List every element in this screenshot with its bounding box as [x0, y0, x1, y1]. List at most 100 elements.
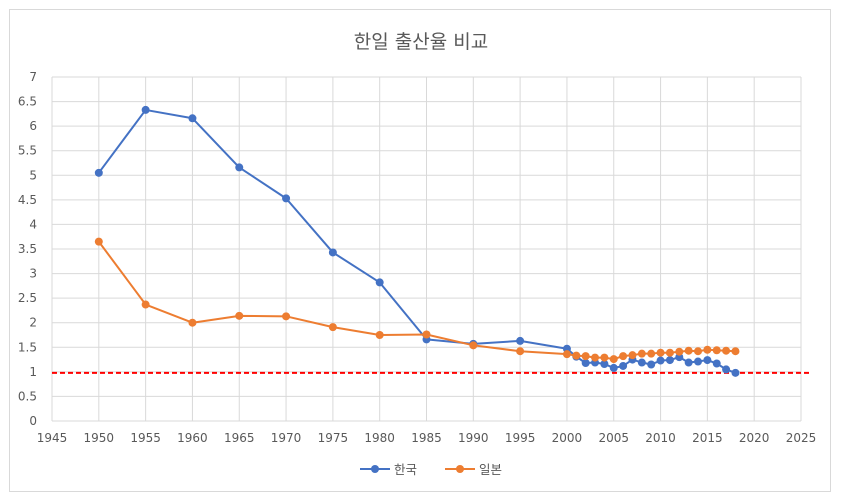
- data-point: [656, 356, 665, 365]
- data-point: [647, 360, 656, 369]
- data-point: [703, 345, 712, 354]
- x-tick-label: 1965: [224, 431, 255, 445]
- data-point: [375, 331, 384, 339]
- data-point: [600, 353, 609, 362]
- data-point: [141, 300, 150, 309]
- legend-marker: [371, 465, 379, 473]
- data-point: [422, 330, 431, 339]
- data-point: [637, 358, 646, 367]
- series-layer: [94, 105, 740, 377]
- legend-item: 한국: [360, 462, 417, 477]
- y-tick-label: 0: [29, 414, 37, 428]
- y-tick-label: 5: [29, 168, 37, 182]
- data-point: [731, 347, 740, 356]
- data-point: [235, 163, 244, 172]
- legend-marker: [456, 465, 464, 473]
- data-point: [712, 359, 721, 368]
- series-line: [98, 241, 736, 361]
- data-point: [282, 312, 291, 321]
- x-tick-label: 1990: [458, 431, 489, 445]
- series-2: [94, 237, 740, 364]
- legend-label: 일본: [479, 462, 502, 477]
- legend: 한국 일본: [360, 462, 502, 477]
- y-axis-ticks: 0 0.5 1 1.5 2 2.5 3 3.5 4 4.5 5 5.5 6 6.5 7: [18, 70, 37, 428]
- series-1: [94, 105, 740, 377]
- x-tick-label: 1945: [37, 431, 68, 445]
- data-point: [591, 353, 600, 362]
- data-point: [581, 352, 590, 361]
- y-tick-label: 2.5: [18, 291, 37, 305]
- chart-title: 한일 출산율 비교: [354, 31, 488, 53]
- x-tick-label: 1975: [318, 431, 349, 445]
- x-tick-label: 1955: [130, 431, 161, 445]
- y-tick-label: 1.5: [18, 340, 37, 354]
- x-tick-label: 2020: [739, 431, 770, 445]
- data-point: [619, 361, 628, 370]
- gridlines: [51, 76, 802, 422]
- data-point: [647, 349, 656, 358]
- data-point: [328, 248, 337, 257]
- y-tick-label: 4: [29, 217, 37, 231]
- data-point: [328, 323, 337, 332]
- x-tick-label: 2000: [552, 431, 583, 445]
- data-point: [694, 357, 703, 366]
- y-tick-label: 6: [29, 119, 37, 133]
- data-point: [656, 348, 665, 357]
- y-tick-label: 6.5: [18, 95, 37, 109]
- data-point: [282, 194, 291, 203]
- data-point: [572, 351, 581, 360]
- y-tick-label: 5.5: [18, 144, 37, 158]
- data-point: [188, 318, 197, 327]
- x-tick-label: 2005: [598, 431, 629, 445]
- x-tick-label: 1985: [411, 431, 442, 445]
- data-point: [637, 349, 646, 358]
- y-tick-label: 7: [29, 70, 37, 84]
- data-point: [712, 346, 721, 355]
- x-tick-label: 2010: [645, 431, 676, 445]
- data-point: [684, 346, 693, 355]
- data-point: [562, 350, 571, 359]
- x-tick-label: 2015: [692, 431, 723, 445]
- data-point: [600, 359, 609, 368]
- data-point: [94, 168, 103, 177]
- legend-item: 일본: [445, 462, 502, 477]
- data-point: [609, 355, 618, 364]
- y-tick-label: 1: [29, 365, 37, 379]
- data-point: [675, 347, 684, 356]
- x-axis-ticks: 1945 1950 1955 1960 1965 1970 1975 1980 1985 1990…: [37, 431, 817, 445]
- data-point: [94, 237, 103, 246]
- data-point: [516, 336, 525, 345]
- y-tick-label: 3.5: [18, 242, 37, 256]
- data-point: [722, 365, 731, 374]
- data-point: [469, 341, 478, 350]
- data-point: [722, 346, 731, 355]
- legend-label: 한국: [394, 462, 417, 477]
- x-tick-label: 1980: [364, 431, 395, 445]
- series-line: [98, 108, 736, 374]
- data-point: [694, 347, 703, 356]
- data-point: [703, 356, 712, 365]
- y-tick-label: 3: [29, 267, 37, 281]
- data-point: [235, 311, 244, 320]
- data-point: [665, 356, 674, 365]
- y-tick-label: 2: [29, 316, 37, 330]
- x-tick-label: 2025: [786, 431, 817, 445]
- y-tick-label: 4.5: [18, 193, 37, 207]
- data-point: [619, 352, 628, 361]
- y-tick-label: 0.5: [18, 389, 37, 403]
- data-point: [188, 114, 197, 123]
- data-point: [665, 348, 674, 357]
- x-tick-label: 1995: [505, 431, 536, 445]
- x-tick-label: 1970: [271, 431, 302, 445]
- data-point: [141, 105, 150, 114]
- data-point: [609, 363, 618, 372]
- data-point: [581, 359, 590, 368]
- x-tick-label: 1960: [177, 431, 208, 445]
- x-tick-label: 1950: [84, 431, 115, 445]
- data-point: [628, 351, 637, 360]
- data-point: [516, 347, 525, 356]
- data-point: [684, 358, 693, 367]
- data-point: [731, 368, 740, 377]
- data-point: [375, 278, 384, 287]
